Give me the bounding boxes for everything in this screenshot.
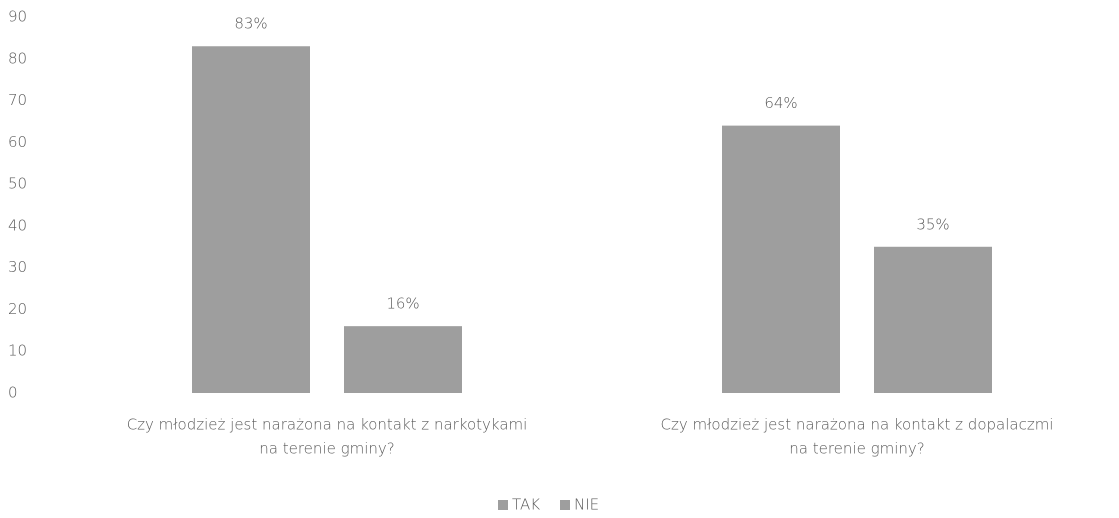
- data-label: 64%: [764, 94, 797, 112]
- legend-swatch: [498, 500, 508, 510]
- y-tick-label: 60: [8, 133, 27, 151]
- y-tick-label: 10: [8, 342, 27, 360]
- data-label: 83%: [234, 15, 267, 33]
- y-tick-label: 90: [8, 8, 27, 26]
- legend-label: TAK: [512, 496, 540, 514]
- data-label: 16%: [386, 295, 419, 313]
- data-label: 35%: [916, 215, 949, 233]
- x-tick-label: Czy młodzież jest narażona na kontakt z …: [127, 416, 528, 434]
- legend-swatch: [560, 500, 570, 510]
- y-tick-label: 40: [8, 216, 27, 234]
- x-tick-label: na terenie gminy?: [789, 440, 924, 458]
- x-tick-label: na terenie gminy?: [259, 440, 394, 458]
- y-tick-label: 20: [8, 300, 27, 318]
- bar: [722, 125, 840, 393]
- bar: [874, 246, 992, 393]
- y-tick-label: 0: [8, 384, 18, 402]
- bar: [192, 46, 310, 393]
- y-tick-label: 70: [8, 91, 27, 109]
- y-tick-label: 50: [8, 175, 27, 193]
- y-tick-label: 30: [8, 258, 27, 276]
- x-tick-label: Czy młodzież jest narażona na kontakt z …: [661, 416, 1054, 434]
- legend-label: NIE: [574, 496, 599, 514]
- y-tick-label: 80: [8, 49, 27, 67]
- bar: [344, 326, 462, 393]
